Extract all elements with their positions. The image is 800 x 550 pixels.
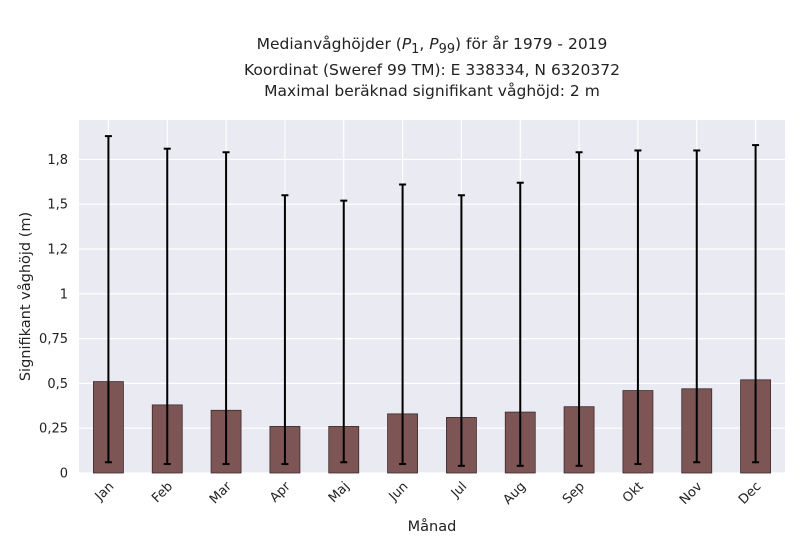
y-tick-labels: 0 0,25 0,5 0,75 1 1,2 1,5 1,8 — [39, 153, 68, 482]
x-tick-label: Sep — [560, 479, 588, 507]
y-tick-label: 0,5 — [47, 377, 68, 392]
title-line-1: Medianvåghöjder (P1, P99) för år 1979 - … — [256, 35, 608, 58]
plot-area — [79, 120, 785, 473]
x-tick-labels: Jan Feb Mar Apr Maj Jun Jul Aug Sep Okt Nov Dec — [92, 479, 765, 508]
y-tick-label: 1 — [60, 287, 68, 302]
y-tick-label: 1,8 — [47, 153, 68, 168]
x-tick-label: Aug — [501, 479, 530, 508]
x-axis-label: Månad — [408, 518, 457, 535]
y-tick-label: 0,25 — [39, 422, 68, 437]
x-tick-label: Okt — [620, 479, 647, 506]
x-tick-label: Dec — [736, 479, 764, 507]
x-tick-label: Nov — [677, 479, 706, 508]
x-tick-label: Feb — [149, 479, 176, 506]
y-tick-label: 0,75 — [39, 332, 68, 347]
x-tick-label: Mar — [207, 479, 235, 507]
y-tick-label: 1,5 — [47, 198, 68, 213]
x-tick-label: Jun — [386, 479, 412, 505]
x-tick-label: Maj — [326, 479, 353, 506]
title-line-3: Maximal beräknad signifikant våghöjd: 2 … — [264, 82, 600, 101]
x-tick-label: Apr — [267, 479, 294, 506]
chart-title: Medianvåghöjder (P1, P99) för år 1979 - … — [79, 34, 785, 102]
y-tick-label: 1,2 — [47, 243, 68, 258]
x-tick-label: Jul — [448, 479, 470, 501]
y-axis-label: Signifikant våghöjd (m) — [17, 212, 34, 381]
title-line-2: Koordinat (Sweref 99 TM): E 338334, N 63… — [244, 61, 620, 80]
error-bars — [104, 135, 760, 467]
x-tick-label: Jan — [92, 479, 117, 504]
y-tick-label: 0 — [60, 467, 68, 482]
